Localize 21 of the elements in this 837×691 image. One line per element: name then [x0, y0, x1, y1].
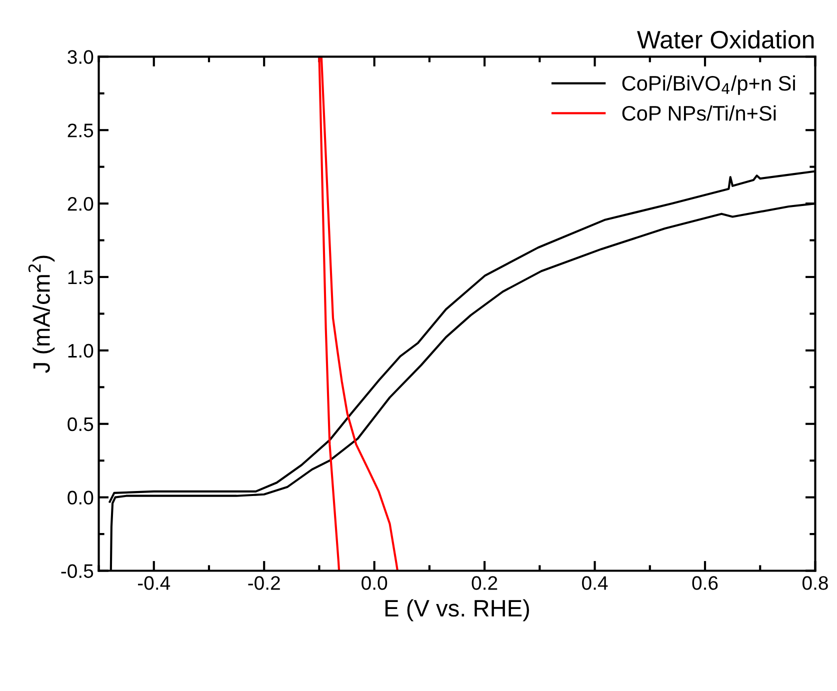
y-tick-label: 0.5 — [68, 417, 94, 432]
x-tick-label: 0.4 — [582, 576, 608, 590]
y-tick-label: 2.0 — [68, 197, 94, 211]
x-tick-label: -0.2 — [248, 576, 280, 590]
y-tick-label: 3.0 — [68, 50, 94, 64]
x-tick-label: -0.4 — [138, 576, 170, 590]
x-tick-label: 0.0 — [362, 576, 388, 590]
x-tick-label: 0.2 — [472, 576, 498, 590]
legend-label: CoPi/BiVO$_{4}$/p+n Si — [622, 75, 795, 95]
y-axis-title: J (mA/cm$^{2}$) — [28, 256, 55, 373]
line-series — [318, 56, 399, 571]
legend-label: CoP NPs/Ti/n+Si — [622, 105, 776, 121]
y-tick-label: 0.0 — [68, 490, 94, 505]
y-tick-label: -0.5 — [61, 564, 94, 578]
x-axis-title: E (V vs. RHE) — [385, 599, 529, 622]
y-tick-label: 2.5 — [68, 124, 94, 138]
chart-title: Water Oxidation — [637, 30, 814, 49]
y-tick-label: 1.0 — [68, 344, 94, 358]
x-tick-label: 0.6 — [692, 576, 718, 590]
x-tick-label: 0.8 — [802, 576, 828, 590]
y-tick-label: 1.5 — [68, 270, 94, 284]
